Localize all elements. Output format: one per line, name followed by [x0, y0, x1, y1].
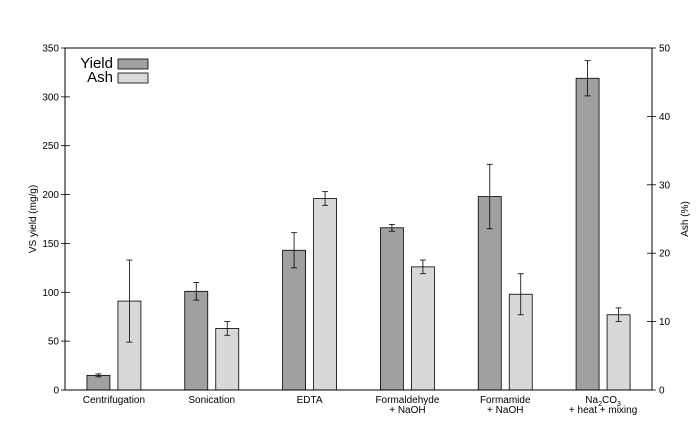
- y2-tick-label: 40: [659, 112, 671, 123]
- y-tick-label: 250: [42, 141, 59, 152]
- error-bars-group: [95, 60, 622, 378]
- bar-ash-5: [606, 314, 631, 391]
- legend-swatch-ash: [117, 72, 149, 84]
- plot-frame: [64, 47, 653, 391]
- bar-yield-2: [282, 249, 306, 391]
- y-tick-label: 0: [53, 386, 59, 397]
- bar-ash-1: [215, 328, 240, 391]
- category-label: Na2CO3: [585, 395, 621, 408]
- legend-label-yield: Yield: [80, 55, 113, 72]
- y2-axis-title: Ash (%): [680, 201, 691, 237]
- bar-ash-3: [411, 266, 435, 391]
- bar-yield-3: [380, 227, 404, 391]
- category-label: EDTA: [297, 395, 323, 406]
- y2-tick-label: 20: [659, 249, 671, 260]
- category-label: + heat + mixing: [569, 405, 637, 416]
- category-label: Sonication: [188, 395, 235, 406]
- category-label: + NaOH: [487, 405, 523, 416]
- y-tick-label: 200: [42, 190, 59, 201]
- bar-yield-5: [575, 77, 600, 391]
- y-axis-title: VS yield (mg/g): [28, 185, 39, 253]
- bar-ash-2: [313, 198, 337, 391]
- y-tick-label: 50: [48, 337, 60, 348]
- y2-tick-label: 10: [659, 317, 671, 328]
- legend-swatch-yield: [117, 58, 149, 70]
- category-label: Formaldehyde: [375, 395, 439, 406]
- axes-group: 0 50 100 150 200 250 300 350 0 10 20 30 40 50 VS yield…: [28, 44, 691, 417]
- category-label: + NaOH: [389, 405, 425, 416]
- category-label: Formamide: [480, 395, 531, 406]
- y2-tick-label: 50: [659, 44, 671, 55]
- bars-group: [86, 77, 631, 391]
- y2-tick-label: 0: [659, 386, 665, 397]
- y-tick-label: 300: [42, 92, 59, 103]
- y-tick-label: 150: [42, 239, 59, 250]
- legend-label-ash: Ash: [87, 69, 113, 86]
- y-tick-label: 100: [42, 288, 59, 299]
- bar-yield-1: [184, 290, 209, 391]
- category-label: Centrifugation: [83, 395, 145, 406]
- y2-tick-label: 30: [659, 180, 671, 191]
- bar-yield-0: [86, 374, 111, 391]
- y-tick-label: 350: [42, 44, 59, 55]
